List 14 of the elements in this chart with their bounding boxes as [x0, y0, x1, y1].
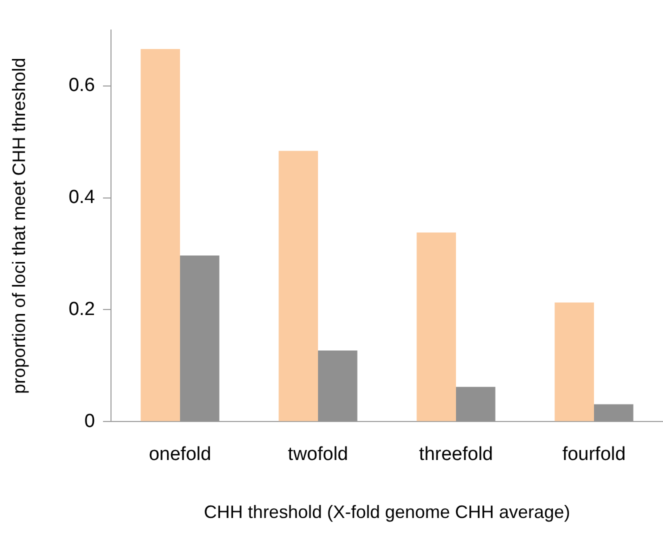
y-axis-title: proportion of loci that meet CHH threshold [8, 58, 29, 394]
x-tick-label: onefold [148, 444, 212, 466]
bar [416, 232, 456, 422]
y-tick-label: 0.4 [68, 187, 96, 208]
y-tick-label: 0.2 [68, 298, 96, 320]
x-tick-label: twofold [288, 444, 348, 466]
bar [554, 302, 594, 422]
x-tick-label: fourfold [562, 444, 626, 466]
y-tick-label: 0.6 [68, 75, 96, 96]
bar [140, 49, 180, 422]
bar [278, 150, 318, 422]
x-tick-label: threefold [419, 444, 493, 466]
x-axis-title: CHH threshold (X-fold genome CHH average) [204, 502, 570, 522]
y-tick-label: 0 [84, 410, 96, 432]
